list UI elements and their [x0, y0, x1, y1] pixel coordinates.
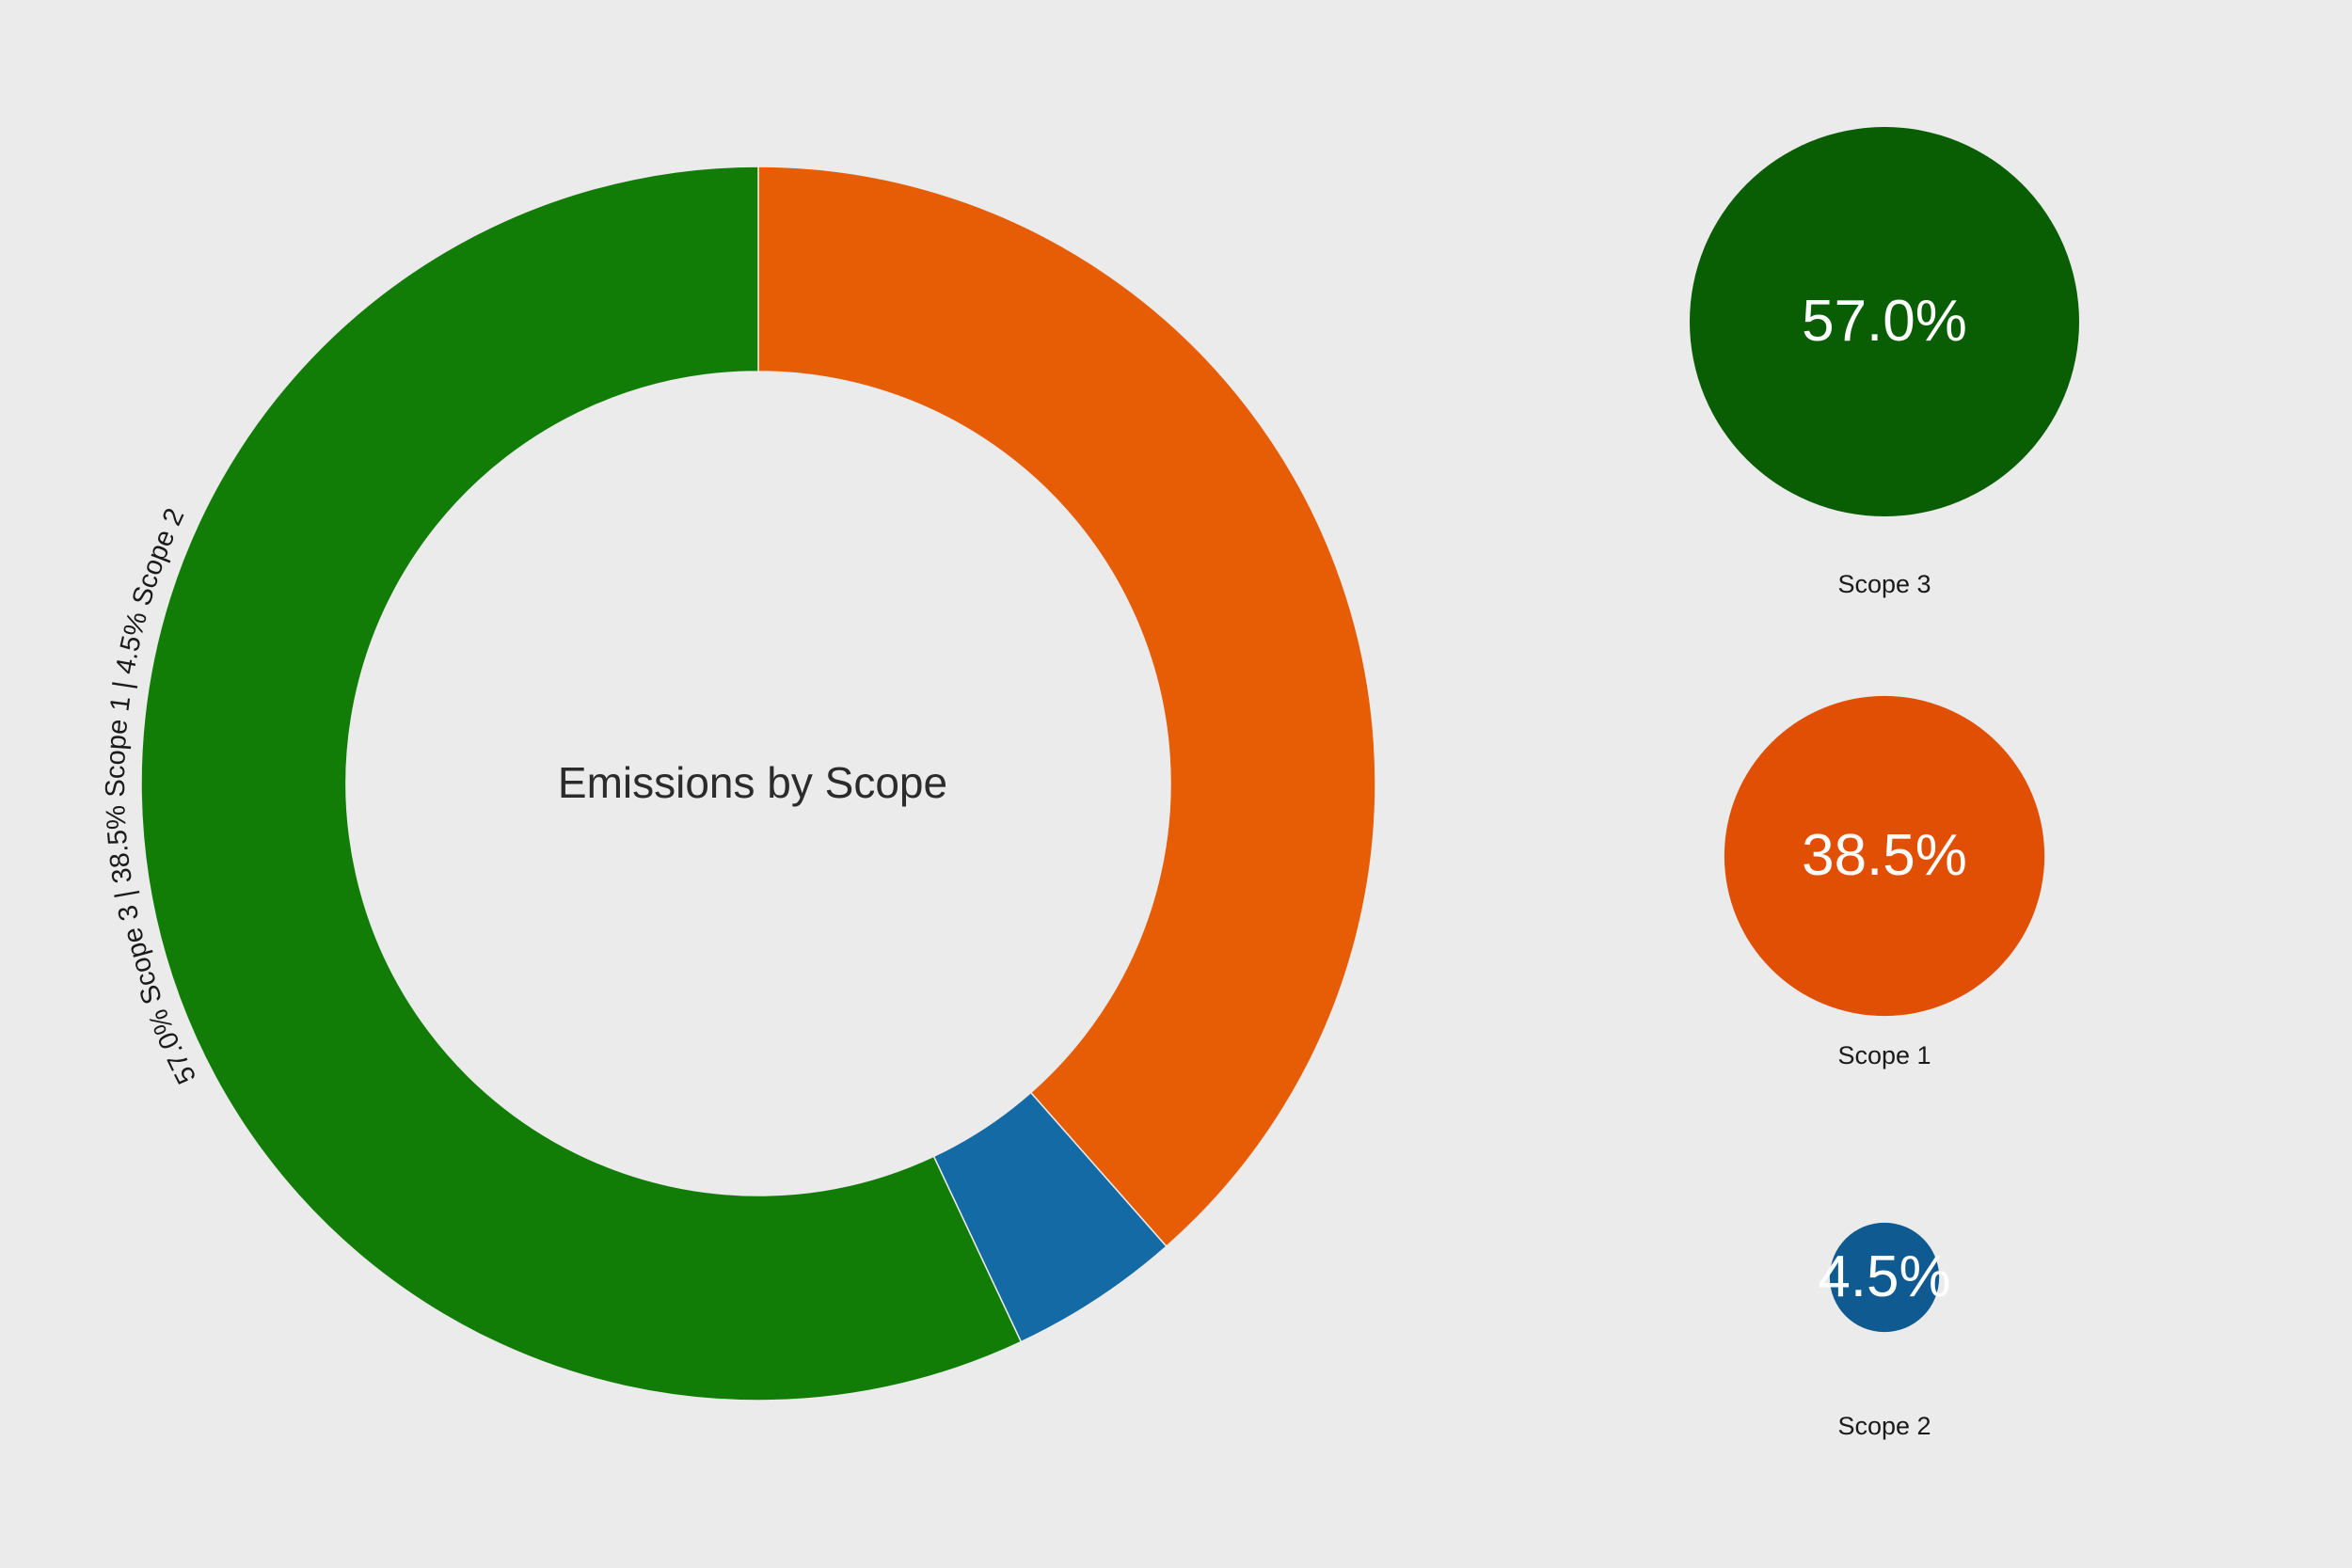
bubble-value-scope-1: 38.5%	[1802, 823, 1967, 888]
bubble-value-scope-3: 57.0%	[1802, 289, 1967, 354]
donut-slice-scope-3	[140, 166, 1023, 1402]
bubble-value-scope-2: 4.5%	[1818, 1244, 1950, 1309]
donut-chart	[140, 166, 1376, 1402]
bubble-scope-2	[1829, 1222, 1940, 1333]
bubble-label-scope-2: Scope 2	[1837, 1412, 1931, 1440]
donut-slice-scope-1	[757, 166, 1376, 1248]
bubble-label-scope-3: Scope 3	[1837, 570, 1931, 598]
bubble-scope-1	[1724, 695, 2045, 1017]
bubble-label-scope-1: Scope 1	[1837, 1041, 1931, 1069]
bubble-scope-3	[1690, 127, 2079, 516]
chart-title: Emissions by Scope	[558, 758, 947, 807]
legend-bubbles: 57.0% Scope 3 38.5% Scope 1 4.5% Scope 2	[1690, 127, 2079, 1440]
